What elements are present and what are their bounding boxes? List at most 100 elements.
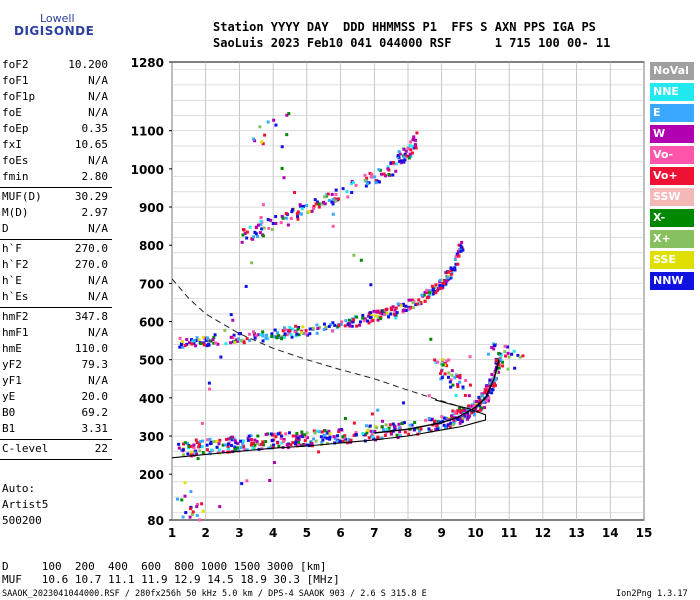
echo-point [415, 302, 419, 306]
echo-point [304, 435, 308, 439]
echo-point [275, 331, 279, 335]
echo-point [195, 514, 199, 518]
param-value: N/A [88, 374, 108, 387]
echo-point [407, 298, 411, 302]
echo-point [403, 158, 407, 162]
echo-point [506, 367, 510, 371]
echo-point [321, 200, 325, 204]
echo-point [361, 432, 365, 436]
echo-point [455, 411, 459, 415]
echo-point [423, 299, 427, 303]
echo-point [280, 145, 284, 149]
echo-point [232, 333, 236, 337]
echo-point [467, 404, 471, 408]
echo-point [249, 438, 253, 442]
echo-point [241, 233, 245, 237]
echo-point [454, 394, 458, 398]
echo-point [370, 173, 374, 177]
echo-point [312, 206, 316, 210]
echo-point [258, 125, 262, 129]
echo-point [398, 152, 402, 156]
echo-point [334, 192, 338, 196]
echo-point [315, 429, 319, 433]
param-value: 347.8 [74, 310, 108, 323]
echo-point [248, 338, 252, 342]
x-tick-label: 9 [438, 526, 446, 540]
echo-point [227, 437, 231, 441]
echo-point [425, 296, 429, 300]
echo-point [299, 443, 303, 447]
echo-point [304, 332, 308, 336]
echo-point [407, 156, 411, 160]
echo-point [423, 290, 427, 294]
echo-point [270, 439, 274, 443]
echo-point [280, 337, 284, 341]
echo-point [503, 350, 507, 354]
param-row-fmin: fmin 2.80 [2, 170, 108, 184]
echo-point [370, 313, 374, 317]
echo-point [238, 332, 242, 336]
echo-point [451, 383, 455, 387]
echo-point [442, 416, 446, 420]
echo-point [307, 210, 311, 214]
y-tick-label: 1100 [131, 125, 164, 139]
echo-point [314, 202, 318, 206]
echo-point [294, 324, 298, 328]
echo-point [448, 425, 452, 429]
echo-point [425, 291, 429, 295]
echo-point [494, 359, 498, 363]
y-tick-label: 800 [139, 239, 164, 253]
echo-point [287, 431, 291, 435]
echo-point [453, 410, 457, 414]
echo-point [272, 335, 276, 339]
echo-point [409, 140, 413, 144]
param-value: N/A [88, 274, 108, 287]
echo-point [252, 330, 256, 334]
echo-point [499, 354, 503, 358]
x-tick-label: 7 [370, 526, 378, 540]
echo-point [180, 340, 184, 344]
echo-point [189, 507, 193, 511]
echo-point [206, 337, 210, 341]
echo-point [404, 309, 408, 313]
legend-item-noval: NoVal [650, 62, 694, 80]
echo-point [458, 380, 462, 384]
echo-point [369, 175, 373, 179]
echo-point [393, 425, 397, 429]
true-height-profile [171, 399, 487, 459]
echo-point [293, 442, 297, 446]
echo-point [266, 337, 270, 341]
echo-point [436, 360, 440, 364]
echo-point [344, 319, 348, 323]
param-value: 2.80 [81, 170, 109, 183]
y-tick-label: 400 [139, 392, 164, 406]
echo-point [376, 408, 380, 412]
echo-point [231, 435, 235, 439]
echo-point [364, 424, 368, 428]
x-tick-label: 11 [501, 526, 518, 540]
echo-point [377, 180, 381, 184]
echo-point [434, 361, 438, 365]
echo-point [391, 305, 395, 309]
echo-point [349, 438, 353, 442]
echo-point [447, 371, 451, 375]
echo-point [297, 437, 301, 441]
echo-point [389, 306, 393, 310]
echo-point [317, 205, 321, 209]
echo-point [488, 381, 492, 385]
echo-point [189, 490, 193, 494]
echo-point [325, 442, 329, 446]
param-value: N/A [88, 90, 108, 103]
param-value: 0.35 [81, 122, 109, 135]
echo-point [245, 448, 249, 452]
echo-point [229, 436, 233, 440]
echo-point [300, 207, 304, 211]
param-row-md: M(D) 2.97 [2, 206, 108, 220]
echo-point [445, 359, 449, 363]
echo-point [377, 309, 381, 313]
legend-item-x: X- [650, 209, 694, 227]
echo-point [288, 328, 292, 332]
echo-point [456, 262, 460, 266]
echo-point [394, 306, 398, 310]
echo-point [330, 200, 334, 204]
